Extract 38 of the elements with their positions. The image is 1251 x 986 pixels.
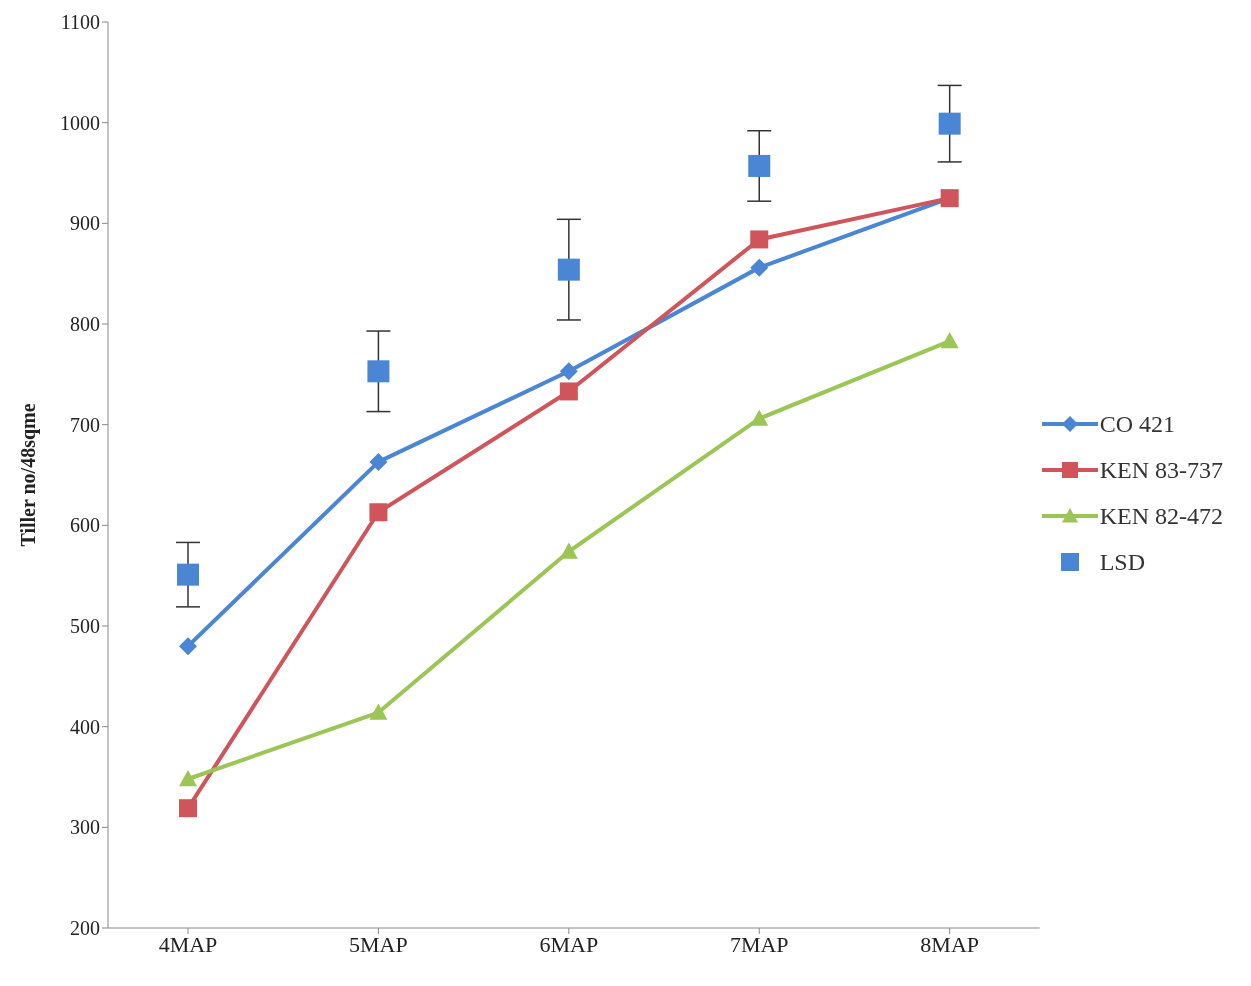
point: [179, 770, 197, 787]
point: [559, 382, 578, 401]
y-tick-label: 300: [70, 816, 100, 839]
point: [179, 637, 197, 656]
y-tick-label: 200: [70, 917, 100, 940]
point: [750, 258, 769, 277]
point: [557, 258, 580, 281]
point: [750, 230, 769, 249]
legend-label: CO 421: [1099, 410, 1176, 438]
x-tick-label: 7MAP: [729, 931, 789, 957]
y-axis-title: Tiller no/48sqme: [17, 403, 41, 547]
point: [369, 503, 388, 522]
x-tick-label: 4MAP: [158, 931, 218, 957]
point: [938, 112, 961, 135]
legend-label: KEN 82-472: [1099, 502, 1223, 530]
y-tick-label: 1100: [60, 11, 100, 34]
point: [559, 542, 578, 559]
point: [940, 332, 959, 349]
point: [748, 154, 771, 177]
point: [177, 563, 199, 586]
y-tick-label: 700: [70, 413, 100, 436]
point: [369, 452, 388, 471]
point: [369, 703, 388, 720]
legend-label: KEN 83-737: [1099, 456, 1223, 484]
y-tick-label: 600: [70, 514, 100, 537]
y-tick-label: 500: [70, 615, 100, 638]
x-tick-label: 5MAP: [349, 931, 408, 957]
y-tick-label: 900: [70, 212, 100, 235]
point: [367, 360, 390, 383]
point: [179, 799, 197, 818]
x-tick-label: 8MAP: [920, 931, 980, 957]
y-tick-label: 400: [70, 715, 100, 738]
point: [750, 409, 769, 426]
legend-label: LSD: [1099, 548, 1146, 576]
point: [559, 362, 578, 381]
x-tick-label: 6MAP: [539, 931, 599, 957]
y-tick-label: 1000: [60, 111, 100, 134]
y-tick-label: 800: [70, 313, 100, 336]
